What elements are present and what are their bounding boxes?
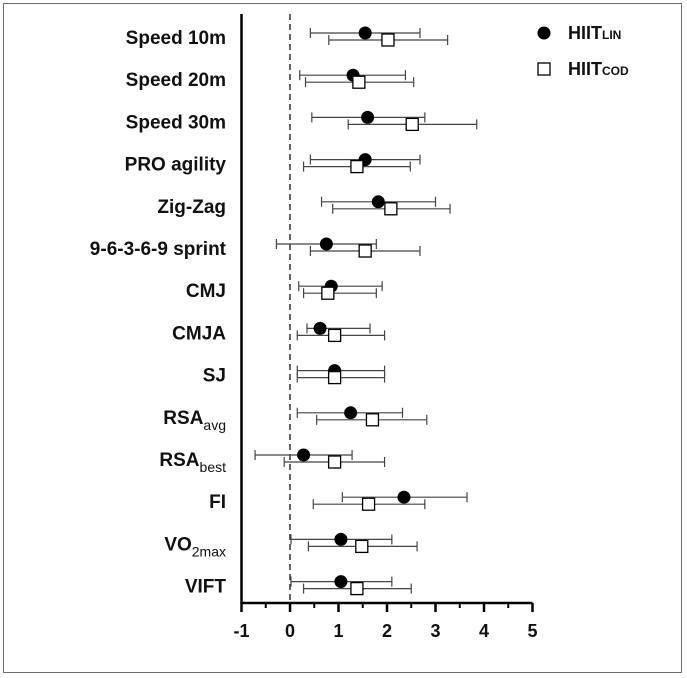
data-point-square	[361, 497, 376, 511]
data-point-circle	[361, 110, 375, 124]
x-tick-label: 2	[382, 621, 392, 641]
legend-label: HIITCOD	[568, 59, 629, 79]
category-label: Speed 20m	[126, 70, 226, 91]
data-point-circle	[334, 532, 348, 546]
category-label-main: RSA	[159, 450, 199, 471]
data-point-circle	[313, 321, 327, 335]
category-label: RSAbest	[159, 450, 226, 475]
category-label-subscript: 2max	[192, 543, 226, 559]
category-label: CMJA	[172, 323, 226, 344]
data-point-square	[405, 117, 419, 132]
data-point-square	[321, 286, 335, 300]
legend-marker-square	[537, 62, 551, 76]
category-label-main: Speed 10m	[126, 28, 226, 49]
data-point-square	[352, 75, 366, 89]
data-point-circle	[334, 575, 348, 589]
legend-label-main: HIIT	[568, 23, 602, 43]
category-label: SJ	[203, 366, 226, 387]
category-label-main: VIFT	[185, 577, 227, 598]
category-label: VIFT	[185, 577, 227, 598]
data-point-circle	[371, 195, 385, 209]
data-point-square	[350, 581, 364, 596]
x-axis: -1 0 1 2 3 4 5	[233, 14, 538, 641]
x-tick-label: -1	[233, 621, 249, 641]
category-label-main: 9-6-3-6-9 sprint	[90, 239, 227, 260]
category-label: Speed 10m	[126, 28, 226, 49]
category-label-main: FI	[209, 492, 226, 513]
x-tick-label: 4	[479, 621, 489, 641]
category-label: CMJ	[186, 281, 226, 302]
legend-label: HIITLIN	[568, 23, 621, 43]
data-point-circle	[297, 448, 311, 462]
category-labels: Speed 10m Speed 20m Speed 30m PRO agility Zi…	[90, 28, 227, 598]
x-tick-label: 5	[527, 621, 537, 641]
category-label-main: CMJA	[172, 323, 226, 344]
category-label-main: RSA	[163, 408, 203, 429]
data-point-square	[384, 202, 398, 216]
category-label-main: SJ	[203, 366, 226, 387]
category-label-subscript: avg	[203, 417, 226, 433]
data-point-circle	[397, 490, 411, 504]
legend-label-subscript: COD	[602, 64, 629, 78]
data-point-circle	[358, 26, 372, 40]
category-label: 9-6-3-6-9 sprint	[90, 239, 227, 260]
data-point-square	[327, 370, 342, 385]
category-label-main: CMJ	[186, 281, 226, 302]
x-tick-label: 3	[430, 621, 440, 641]
category-label: Zig-Zag	[157, 197, 226, 218]
category-label-main: VO	[164, 534, 191, 555]
category-label: FI	[209, 492, 226, 513]
legend-label-subscript: LIN	[602, 28, 621, 42]
x-tick-label: 0	[285, 621, 295, 641]
legend-marker-circle	[537, 26, 551, 40]
category-label: RSAavg	[163, 408, 226, 433]
data-point-square	[355, 539, 369, 554]
chart-frame	[3, 3, 682, 673]
data-point-circle	[344, 406, 358, 420]
legend-label-main: HIIT	[568, 59, 602, 79]
category-label-main: Speed 30m	[126, 112, 226, 133]
data-point-square	[381, 33, 395, 47]
category-label-subscript: best	[200, 459, 227, 475]
data-point-square	[327, 455, 342, 469]
x-tick-label: 1	[333, 621, 343, 641]
category-label-main: Zig-Zag	[157, 197, 226, 218]
data-point-square	[358, 244, 372, 258]
category-label: PRO agility	[125, 155, 227, 176]
data-marks	[254, 26, 478, 596]
data-point-square	[350, 159, 364, 174]
category-label-main: PRO agility	[125, 155, 227, 176]
data-point-circle	[319, 237, 333, 251]
data-point-square	[327, 328, 342, 343]
category-label: VO2max	[164, 534, 226, 559]
category-label-main: Speed 20m	[126, 70, 226, 91]
data-point-square	[365, 413, 380, 427]
category-label: Speed 30m	[126, 112, 226, 133]
